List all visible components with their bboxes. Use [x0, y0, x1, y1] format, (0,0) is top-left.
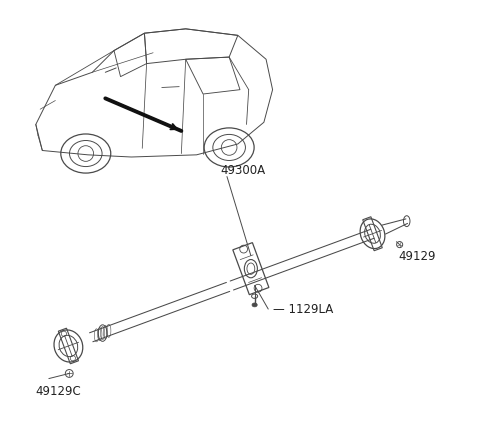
Text: — 1129LA: — 1129LA: [273, 303, 333, 315]
Ellipse shape: [252, 303, 257, 307]
Text: 49300A: 49300A: [220, 164, 265, 176]
Text: 49129: 49129: [398, 249, 436, 263]
Text: 49129C: 49129C: [36, 385, 82, 398]
